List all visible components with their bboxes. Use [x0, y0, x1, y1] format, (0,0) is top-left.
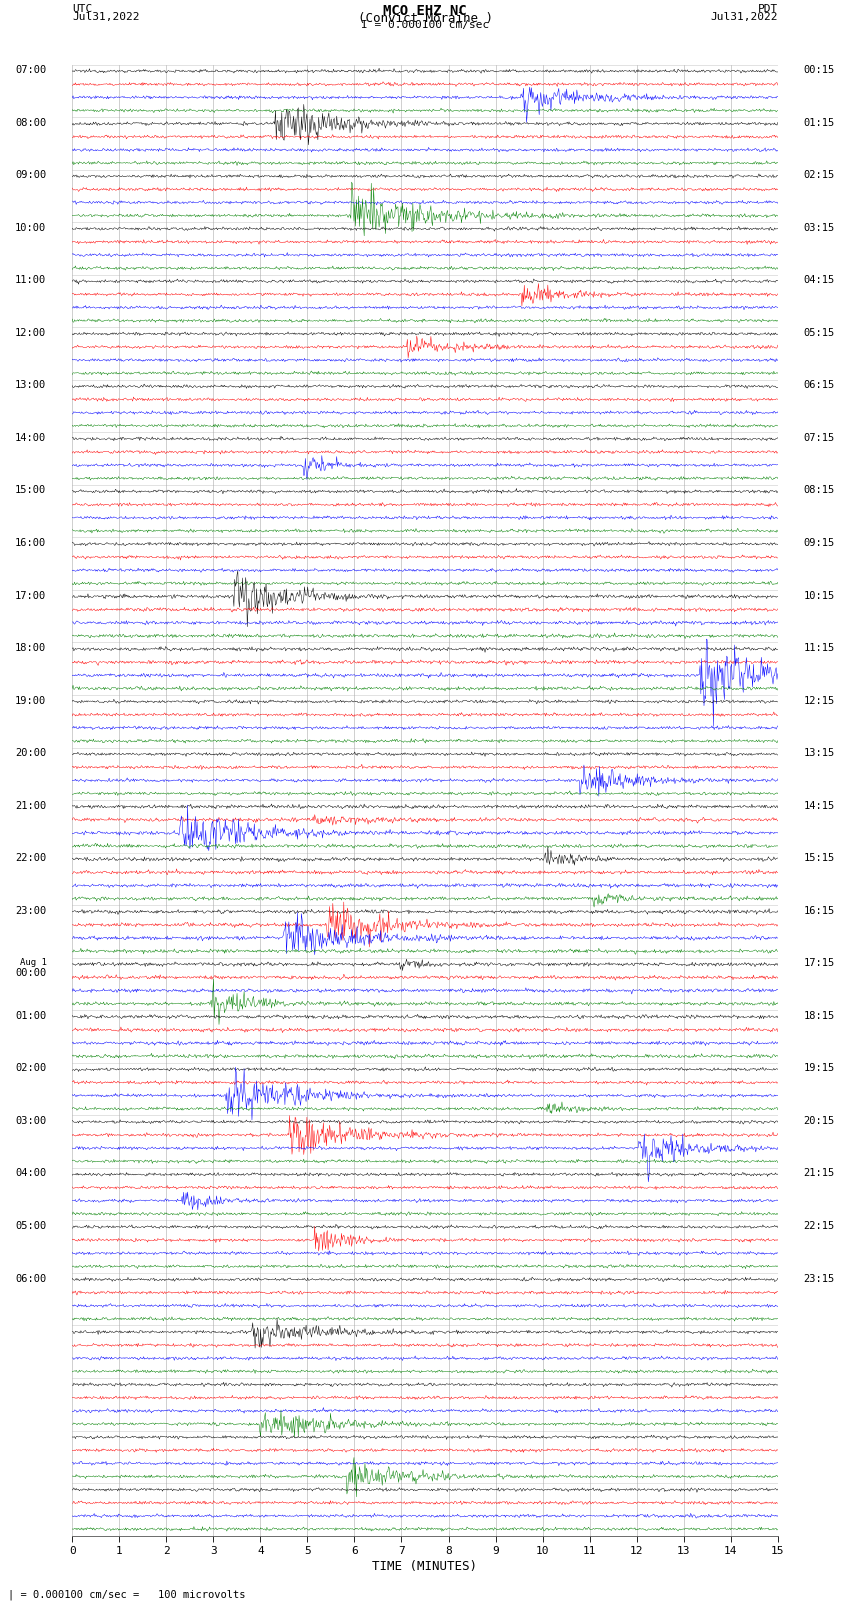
- Text: Aug 1: Aug 1: [20, 958, 47, 968]
- Text: 23:15: 23:15: [803, 1274, 835, 1284]
- Text: 02:15: 02:15: [803, 171, 835, 181]
- Text: 09:00: 09:00: [15, 171, 47, 181]
- Text: 18:00: 18:00: [15, 644, 47, 653]
- Text: 05:15: 05:15: [803, 327, 835, 337]
- Text: 17:00: 17:00: [15, 590, 47, 600]
- Text: 07:00: 07:00: [15, 65, 47, 76]
- Text: 13:15: 13:15: [803, 748, 835, 758]
- Text: 04:00: 04:00: [15, 1168, 47, 1179]
- Text: 21:15: 21:15: [803, 1168, 835, 1179]
- Text: | = 0.000100 cm/sec =   100 microvolts: | = 0.000100 cm/sec = 100 microvolts: [8, 1589, 246, 1600]
- Text: 05:00: 05:00: [15, 1221, 47, 1231]
- Text: 19:00: 19:00: [15, 695, 47, 705]
- Text: 00:15: 00:15: [803, 65, 835, 76]
- Text: 20:15: 20:15: [803, 1116, 835, 1126]
- Text: 23:00: 23:00: [15, 907, 47, 916]
- Text: UTC: UTC: [72, 5, 93, 15]
- Text: 09:15: 09:15: [803, 539, 835, 548]
- Text: (Convict Moraine ): (Convict Moraine ): [358, 11, 492, 26]
- Text: 14:00: 14:00: [15, 432, 47, 444]
- Text: 13:00: 13:00: [15, 381, 47, 390]
- Text: 20:00: 20:00: [15, 748, 47, 758]
- Text: 01:15: 01:15: [803, 118, 835, 127]
- Text: PDT: PDT: [757, 5, 778, 15]
- Text: 11:15: 11:15: [803, 644, 835, 653]
- Text: 12:15: 12:15: [803, 695, 835, 705]
- Text: 02:00: 02:00: [15, 1063, 47, 1073]
- Text: 01:00: 01:00: [15, 1011, 47, 1021]
- Text: 06:15: 06:15: [803, 381, 835, 390]
- Text: 15:15: 15:15: [803, 853, 835, 863]
- Text: 19:15: 19:15: [803, 1063, 835, 1073]
- Text: 08:00: 08:00: [15, 118, 47, 127]
- Text: 04:15: 04:15: [803, 276, 835, 286]
- Text: Jul31,2022: Jul31,2022: [711, 11, 778, 23]
- Text: 07:15: 07:15: [803, 432, 835, 444]
- Text: 10:00: 10:00: [15, 223, 47, 232]
- Text: 17:15: 17:15: [803, 958, 835, 968]
- Text: 10:15: 10:15: [803, 590, 835, 600]
- Text: 14:15: 14:15: [803, 800, 835, 811]
- Text: Jul31,2022: Jul31,2022: [72, 11, 139, 23]
- Text: 06:00: 06:00: [15, 1274, 47, 1284]
- Text: 03:15: 03:15: [803, 223, 835, 232]
- Text: 11:00: 11:00: [15, 276, 47, 286]
- Text: 22:15: 22:15: [803, 1221, 835, 1231]
- Text: 18:15: 18:15: [803, 1011, 835, 1021]
- Text: 16:00: 16:00: [15, 539, 47, 548]
- Text: 22:00: 22:00: [15, 853, 47, 863]
- Text: 00:00: 00:00: [15, 968, 47, 977]
- Text: 08:15: 08:15: [803, 486, 835, 495]
- Text: 21:00: 21:00: [15, 800, 47, 811]
- Text: 12:00: 12:00: [15, 327, 47, 337]
- Text: MCO EHZ NC: MCO EHZ NC: [383, 5, 467, 18]
- X-axis label: TIME (MINUTES): TIME (MINUTES): [372, 1560, 478, 1573]
- Text: I = 0.000100 cm/sec: I = 0.000100 cm/sec: [361, 19, 489, 31]
- Text: 15:00: 15:00: [15, 486, 47, 495]
- Text: 16:15: 16:15: [803, 907, 835, 916]
- Text: 03:00: 03:00: [15, 1116, 47, 1126]
